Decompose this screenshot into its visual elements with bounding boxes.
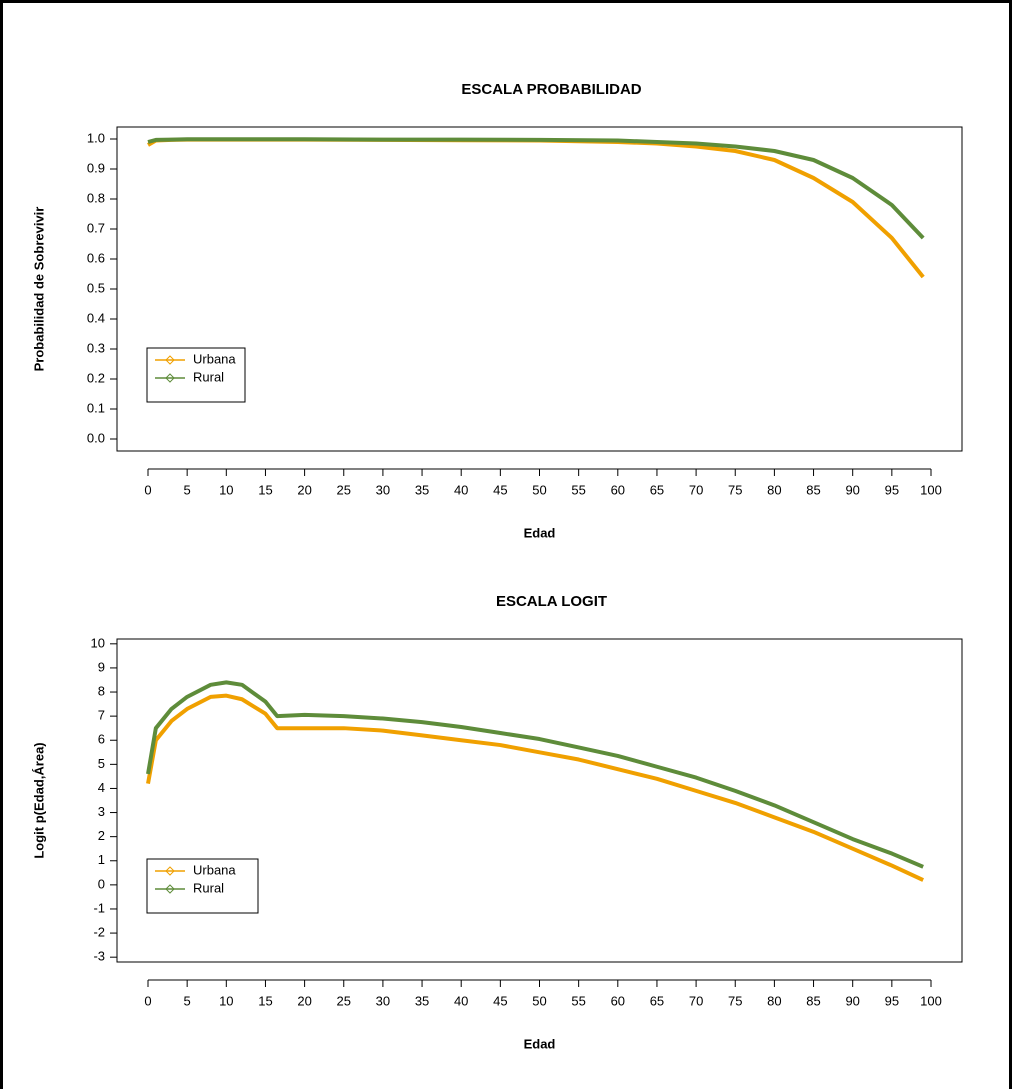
x-tick-label: 20 — [297, 482, 311, 497]
legend-marker — [165, 355, 175, 365]
x-tick-label: 5 — [184, 482, 191, 497]
y-tick-label: -2 — [93, 925, 105, 940]
x-tick-label: 80 — [767, 993, 781, 1008]
x-tick-label: 35 — [415, 993, 429, 1008]
y-tick-label: 9 — [98, 659, 105, 674]
x-tick-label: 25 — [337, 482, 351, 497]
x-tick-label: 50 — [532, 993, 546, 1008]
x-tick-label: 55 — [571, 993, 585, 1008]
x-tick-label: 40 — [454, 993, 468, 1008]
y-tick-label: 6 — [98, 732, 105, 747]
y-tick-label: 7 — [98, 708, 105, 723]
y-tick-label: 0.8 — [87, 190, 105, 205]
x-tick-label: 60 — [611, 482, 625, 497]
x-tick-label: 100 — [920, 993, 942, 1008]
x-tick-label: 0 — [144, 993, 151, 1008]
x-tick-label: 30 — [376, 993, 390, 1008]
legend-label: Rural — [193, 880, 224, 895]
x-tick-label: 65 — [650, 482, 664, 497]
y-tick-label: 0.6 — [87, 250, 105, 265]
x-tick-label: 10 — [219, 482, 233, 497]
legend-marker — [165, 866, 175, 876]
x-tick-label: 25 — [337, 993, 351, 1008]
y-tick-label: 10 — [91, 635, 105, 650]
x-tick-label: 75 — [728, 482, 742, 497]
x-tick-label: 10 — [219, 993, 233, 1008]
x-tick-label: 95 — [885, 993, 899, 1008]
chart-title: ESCALA PROBABILIDAD — [461, 81, 641, 98]
y-tick-label: -1 — [93, 900, 105, 915]
x-tick-label: 70 — [689, 482, 703, 497]
y-tick-label: 0.7 — [87, 220, 105, 235]
x-axis-label: Edad — [524, 1036, 556, 1051]
x-tick-label: 35 — [415, 482, 429, 497]
legend-label: Rural — [193, 369, 224, 384]
x-tick-label: 85 — [806, 482, 820, 497]
y-tick-label: 5 — [98, 756, 105, 771]
series-line — [146, 680, 924, 869]
y-tick-label: 0 — [98, 876, 105, 891]
y-tick-label: 1 — [98, 852, 105, 867]
x-tick-label: 30 — [376, 482, 390, 497]
y-tick-label: 0.4 — [87, 310, 105, 325]
legend-box — [146, 347, 246, 403]
x-tick-label: 100 — [920, 482, 942, 497]
x-tick-label: 95 — [885, 482, 899, 497]
x-tick-label: 20 — [297, 993, 311, 1008]
y-tick-label: 4 — [98, 780, 105, 795]
legend-label: Urbana — [193, 862, 236, 877]
x-tick-label: 80 — [767, 482, 781, 497]
y-tick-label: 1.0 — [87, 130, 105, 145]
series-line — [147, 137, 925, 240]
x-tick-label: 15 — [258, 482, 272, 497]
legend-marker — [165, 884, 175, 894]
y-tick-label: 0.9 — [87, 160, 105, 175]
x-tick-label: 90 — [845, 993, 859, 1008]
x-axis-label: Edad — [524, 525, 556, 540]
x-tick-label: 50 — [532, 482, 546, 497]
x-tick-label: 60 — [611, 993, 625, 1008]
x-tick-label: 85 — [806, 993, 820, 1008]
y-tick-label: 2 — [98, 828, 105, 843]
y-tick-label: 0.1 — [87, 400, 105, 415]
x-tick-label: 90 — [845, 482, 859, 497]
x-tick-label: 0 — [144, 482, 151, 497]
x-tick-label: 45 — [493, 482, 507, 497]
legend-box — [146, 858, 259, 914]
x-tick-label: 45 — [493, 993, 507, 1008]
y-tick-label: 3 — [98, 804, 105, 819]
y-tick-label: 0.5 — [87, 280, 105, 295]
y-tick-label: 0.3 — [87, 340, 105, 355]
y-axis-label: Logit p(Edad,Área) — [31, 742, 46, 858]
legend-label: Urbana — [193, 351, 236, 366]
legend-marker — [165, 373, 175, 383]
chart-title: ESCALA LOGIT — [496, 593, 607, 610]
x-tick-label: 70 — [689, 993, 703, 1008]
x-tick-label: 40 — [454, 482, 468, 497]
y-tick-label: 0.2 — [87, 370, 105, 385]
x-tick-label: 5 — [184, 993, 191, 1008]
x-tick-label: 75 — [728, 993, 742, 1008]
x-tick-label: 55 — [571, 482, 585, 497]
x-tick-label: 15 — [258, 993, 272, 1008]
y-tick-label: 0.0 — [87, 430, 105, 445]
series-line — [146, 693, 924, 882]
y-axis-label: Probabilidad de Sobrevivir — [31, 207, 46, 372]
y-tick-label: 8 — [98, 683, 105, 698]
y-tick-label: -3 — [93, 949, 105, 964]
x-tick-label: 65 — [650, 993, 664, 1008]
